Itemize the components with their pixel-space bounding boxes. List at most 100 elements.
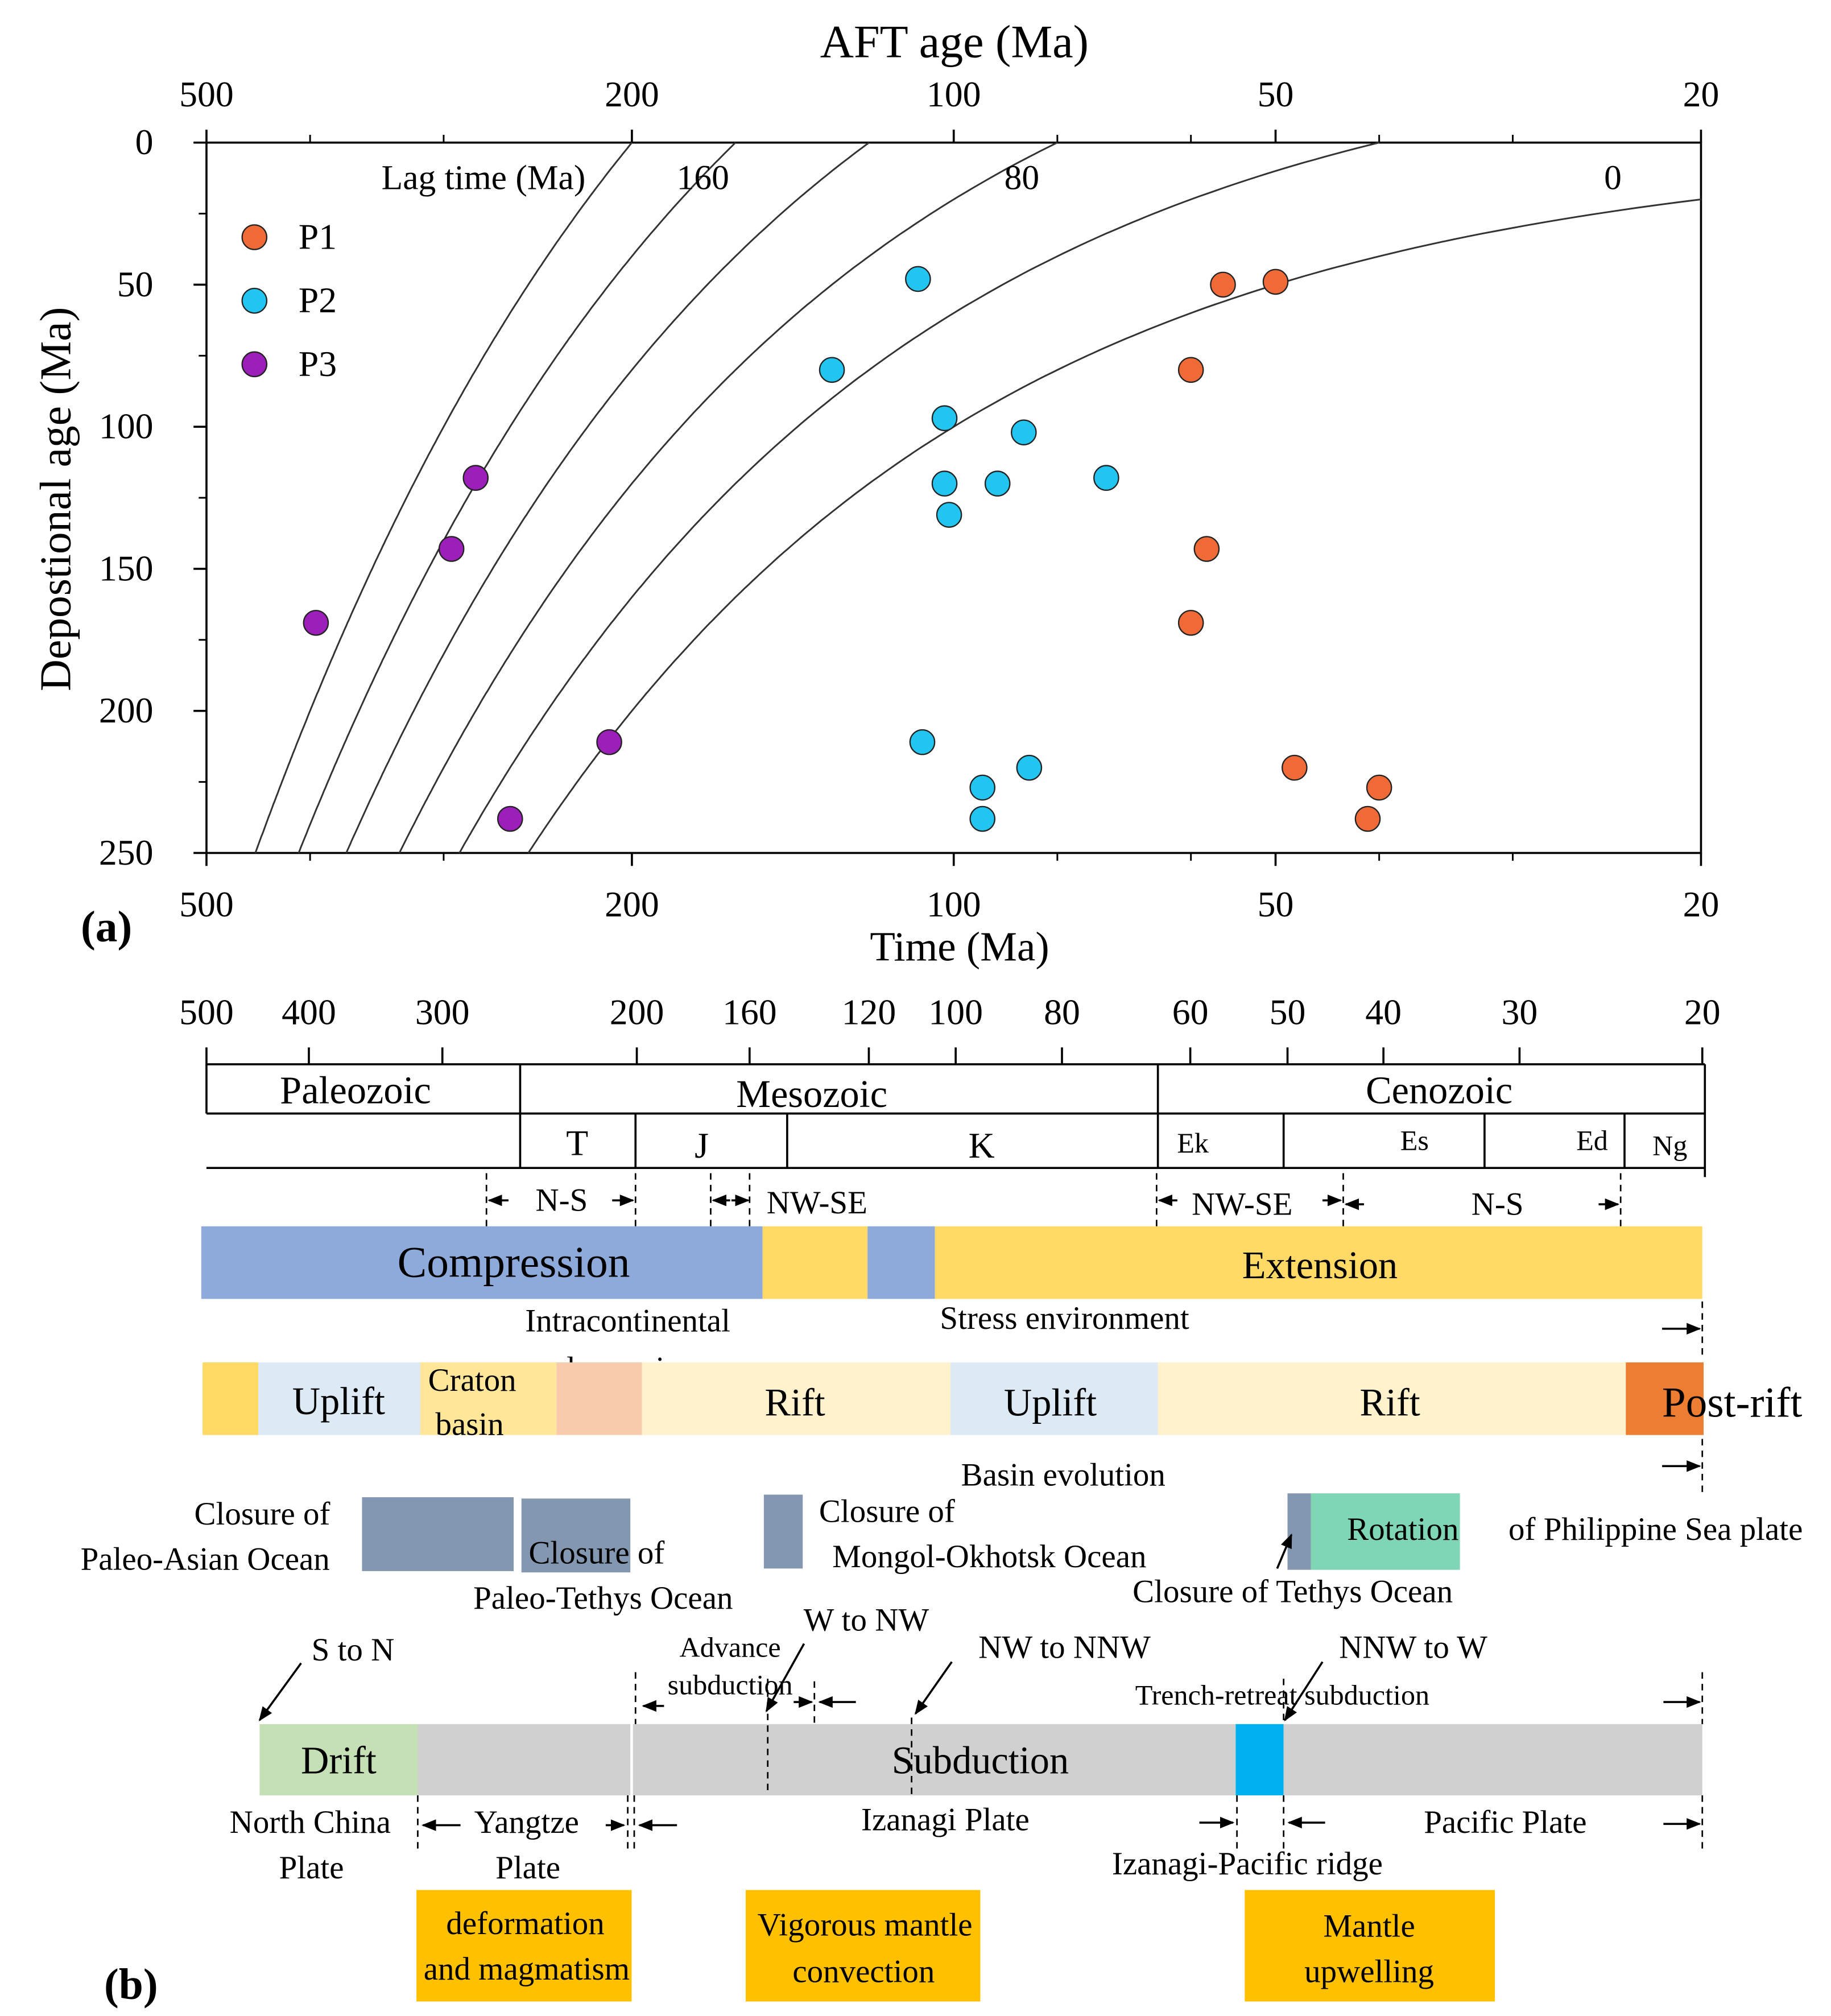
- drift-label: Drift: [301, 1738, 377, 1782]
- w-to-nw-label: W to NW: [804, 1602, 929, 1638]
- trench-retreat-label: Trench-retreat subduction: [1135, 1679, 1429, 1711]
- lag-curve: [527, 199, 1701, 854]
- x-bottom-tick-label: 50: [1258, 884, 1294, 924]
- advance-label-1: Advance: [680, 1631, 781, 1663]
- compression-bar-short: [867, 1226, 935, 1299]
- lag-curve: [458, 142, 1379, 854]
- data-point-p2: [905, 266, 931, 292]
- period-k: K: [969, 1125, 995, 1166]
- basin-caption: Basin evolution: [961, 1457, 1165, 1493]
- upwelling-label-1: Mantle: [1323, 1908, 1415, 1944]
- axis-labels: 5005002002001001005050202005010015020025…: [99, 74, 1720, 924]
- data-point-p1: [1177, 610, 1204, 636]
- legend-label: P1: [299, 217, 337, 257]
- time-tick-label: 160: [722, 992, 777, 1032]
- subduction-bar-3: [1283, 1724, 1702, 1796]
- time-tick-label: 20: [1684, 992, 1721, 1032]
- tethys-closure-bar: [1287, 1493, 1311, 1570]
- uplift-label-2: Uplift: [1004, 1381, 1097, 1424]
- rift-bar-2: [1158, 1362, 1626, 1435]
- data-point-p1: [1210, 271, 1236, 298]
- lag-curve-label: 0: [1604, 159, 1622, 197]
- lag-curve-label: 80: [1005, 159, 1040, 197]
- x-top-tick-label: 20: [1683, 74, 1720, 114]
- uplift-label-1: Uplift: [292, 1379, 385, 1423]
- paleo-asian-closure-bar: [362, 1497, 514, 1571]
- nw-to-nnw-label: NW to NNW: [978, 1630, 1151, 1666]
- data-point-p2: [969, 805, 996, 832]
- paleo-tethys-line-1: Closure of: [528, 1535, 664, 1571]
- x-top-tick-label: 200: [605, 74, 659, 114]
- panel-b-timeline: 500 400 300 200 160 120 100 80 60 50 40 30 20 Paleoz…: [81, 992, 1803, 2009]
- x-axis-top-title: AFT age (Ma): [820, 15, 1089, 67]
- time-tick-label: 100: [928, 992, 983, 1032]
- stress-dir-n-s-2: N-S: [1472, 1186, 1524, 1222]
- deformation-box: [416, 1890, 632, 2002]
- period-t: T: [566, 1122, 588, 1163]
- extension-bar-early: [762, 1226, 868, 1299]
- legend-marker: [241, 224, 268, 250]
- period-j: J: [695, 1125, 709, 1166]
- extension-label: Extension: [1242, 1244, 1398, 1287]
- drift-bar: [259, 1724, 418, 1796]
- stress-arrows: [487, 1194, 1620, 1211]
- x-bottom-tick-label: 20: [1683, 884, 1720, 924]
- y-tick-label: 150: [99, 548, 154, 588]
- data-point-p3: [596, 729, 622, 755]
- y-tick-label: 50: [117, 264, 154, 304]
- subduction-dashes: [417, 1672, 1704, 1852]
- legend-label: P3: [299, 344, 337, 384]
- lag-curve: [398, 142, 1058, 854]
- time-tick-label: 80: [1044, 992, 1080, 1032]
- craton-label: Craton: [428, 1362, 516, 1398]
- time-tick-label: 40: [1365, 992, 1402, 1032]
- tethys-arrow: [1276, 1533, 1293, 1569]
- time-tick-label: 300: [415, 992, 470, 1032]
- compression-label: Compression: [398, 1238, 630, 1287]
- data-point-p2: [1011, 419, 1037, 445]
- nnw-to-w-label: NNW to W: [1339, 1630, 1487, 1666]
- period-es: Es: [1400, 1124, 1429, 1156]
- convection-label-1: Vigorous mantle: [758, 1907, 973, 1943]
- data-point-p1: [1177, 357, 1204, 383]
- depression-bar: [556, 1362, 642, 1435]
- panel-b-letter: (b): [104, 1960, 158, 2009]
- uplift-bar-2: [950, 1362, 1158, 1435]
- advance-label-2: subduction: [668, 1668, 793, 1700]
- data-point-p1: [1262, 268, 1289, 295]
- data-point-p3: [462, 465, 489, 491]
- philippine-label: of Philippine Sea plate: [1508, 1511, 1803, 1547]
- s-to-n-label: S to N: [312, 1632, 395, 1668]
- time-tick-label: 400: [282, 992, 336, 1032]
- rotation-bar: [1311, 1493, 1460, 1570]
- x-bottom-tick-label: 500: [179, 884, 234, 924]
- paleo-tethys-line-2: Paleo-Tethys Ocean: [473, 1580, 733, 1616]
- mongol-line-1: Closure of: [819, 1493, 955, 1529]
- data-point-p2: [936, 502, 962, 528]
- yangtze-label-1: Yangtze: [474, 1804, 579, 1840]
- mongol-line-2: Mongol-Okhotsk Ocean: [832, 1539, 1146, 1575]
- intracontinental-label: Intracontinental: [525, 1303, 730, 1339]
- time-tick-label: 500: [179, 992, 234, 1032]
- geologic-table: [205, 1064, 1706, 1178]
- era-cenozoic: Cenozoic: [1366, 1068, 1512, 1112]
- mongol-closure-bar: [763, 1494, 803, 1569]
- deformation-label-1: deformation: [446, 1906, 604, 1941]
- stress-dir-nw-se-2: NW-SE: [1192, 1186, 1292, 1222]
- rift-bar-1: [642, 1362, 951, 1435]
- stress-bars: [201, 1226, 1702, 1299]
- era-mesozoic: Mesozoic: [736, 1072, 887, 1116]
- convection-box: [745, 1890, 981, 2002]
- data-point-p2: [1093, 465, 1119, 491]
- axis-ticks: [193, 129, 1702, 866]
- paleo-tethys-closure-bar: [521, 1498, 631, 1573]
- deformation-label-2: and magmatism: [424, 1951, 630, 1987]
- rift-label-2: Rift: [1359, 1381, 1420, 1424]
- x-top-tick-label: 100: [927, 74, 981, 114]
- y-axis-title: Depostional age (Ma): [31, 307, 80, 691]
- lag-curve: [297, 142, 737, 854]
- ridge-label: Izanagi-Pacific ridge: [1112, 1846, 1383, 1882]
- lag-curve-label: 160: [677, 159, 729, 197]
- data-point-p1: [1366, 774, 1392, 801]
